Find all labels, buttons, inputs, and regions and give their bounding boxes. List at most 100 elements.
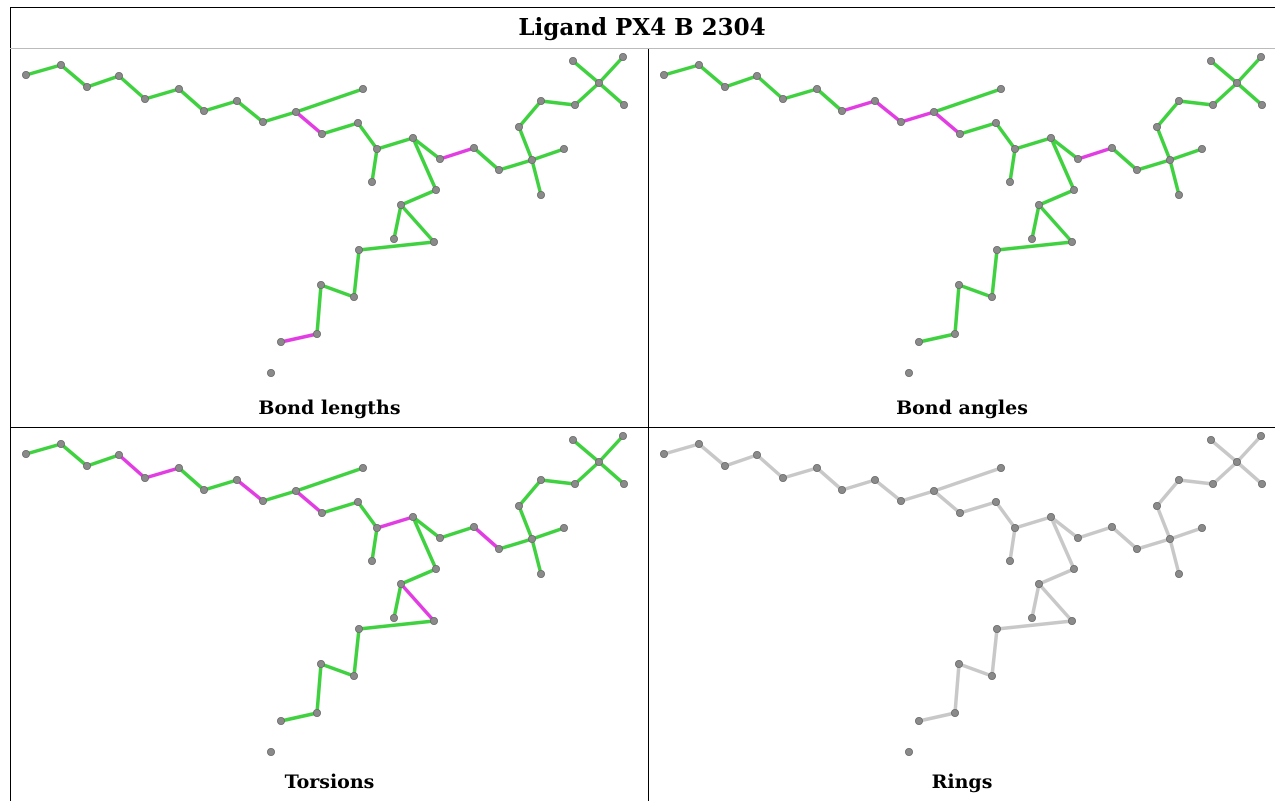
bond: [352, 248, 361, 299]
atom: [1198, 145, 1207, 154]
atom: [1005, 556, 1014, 565]
bond: [497, 158, 534, 172]
bond: [1235, 55, 1263, 85]
atom: [435, 155, 444, 164]
panel-bond-angles: Bond angles: [649, 49, 1275, 427]
atom: [1166, 535, 1175, 544]
atom: [595, 457, 604, 466]
atom: [1257, 53, 1266, 61]
bond: [411, 515, 438, 571]
atom: [996, 464, 1005, 473]
bond: [994, 500, 1017, 530]
bond: [177, 87, 206, 113]
bond: [472, 146, 501, 172]
bond: [279, 711, 319, 723]
bond: [1037, 188, 1076, 207]
bond: [497, 537, 534, 551]
atom: [408, 513, 417, 522]
bond: [1177, 478, 1215, 486]
atom: [354, 624, 363, 633]
atom: [1175, 569, 1184, 578]
bond: [399, 203, 436, 244]
atom: [396, 200, 405, 209]
molecule-diagram-bond-angles: [659, 53, 1267, 377]
atom: [528, 535, 537, 544]
atom: [1152, 123, 1161, 132]
atom: [1207, 435, 1216, 444]
atom: [778, 474, 787, 483]
atom: [353, 119, 362, 128]
bond: [1211, 460, 1239, 486]
atom: [1046, 513, 1055, 522]
bond: [315, 662, 323, 715]
atom: [353, 498, 362, 507]
atom: [1209, 480, 1218, 489]
atom: [367, 177, 376, 186]
bond: [235, 478, 265, 503]
atom: [1069, 185, 1078, 194]
atom: [914, 337, 923, 346]
bond: [1076, 525, 1114, 540]
bond: [957, 662, 994, 678]
atom: [904, 747, 913, 756]
bond: [1168, 147, 1204, 162]
bond: [995, 240, 1074, 252]
bond: [1013, 136, 1053, 151]
bond: [357, 619, 436, 631]
atom: [57, 439, 66, 448]
bond: [1209, 59, 1239, 85]
bond: [958, 500, 998, 515]
atom: [753, 450, 762, 459]
bond: [1155, 504, 1172, 541]
atom: [349, 292, 358, 301]
bond: [755, 74, 785, 101]
atom: [358, 464, 367, 473]
bond: [375, 136, 415, 151]
atom: [1027, 613, 1036, 622]
bond: [530, 537, 543, 576]
bond: [873, 99, 903, 124]
bond: [530, 526, 566, 541]
bond: [399, 188, 438, 207]
bond: [517, 478, 543, 508]
atom: [954, 280, 963, 289]
atom: [469, 523, 478, 532]
atom: [896, 118, 905, 127]
atom: [1258, 101, 1267, 110]
atom: [57, 60, 66, 69]
atom: [1073, 534, 1082, 543]
caption-rings: Rings: [931, 771, 993, 793]
atom: [291, 108, 300, 117]
bond: [1235, 81, 1264, 107]
bond: [117, 74, 147, 101]
bond: [815, 87, 844, 113]
bond: [662, 442, 701, 456]
title-underline: [10, 48, 1275, 49]
atom: [435, 534, 444, 543]
bond: [723, 453, 759, 468]
atom: [358, 85, 367, 94]
bond: [1110, 525, 1139, 551]
bond: [1135, 158, 1172, 172]
bond: [1168, 537, 1181, 576]
bond: [953, 283, 961, 336]
bond: [573, 460, 601, 486]
molecule-diagram-bond-lengths: [21, 53, 629, 377]
bond: [597, 81, 626, 107]
atom: [528, 156, 537, 165]
atom: [396, 579, 405, 588]
atom: [291, 487, 300, 496]
bond: [1049, 136, 1080, 161]
atom: [317, 130, 326, 139]
bond: [294, 110, 324, 136]
bond: [1049, 136, 1076, 192]
bond: [294, 466, 365, 493]
table-divider-vertical: [648, 48, 649, 801]
bond: [1177, 99, 1215, 107]
bond: [1235, 434, 1263, 464]
bond: [411, 136, 438, 192]
bond: [261, 110, 298, 124]
bond: [1155, 99, 1181, 129]
panel-rings: Rings: [649, 428, 1275, 801]
atom: [258, 118, 267, 127]
